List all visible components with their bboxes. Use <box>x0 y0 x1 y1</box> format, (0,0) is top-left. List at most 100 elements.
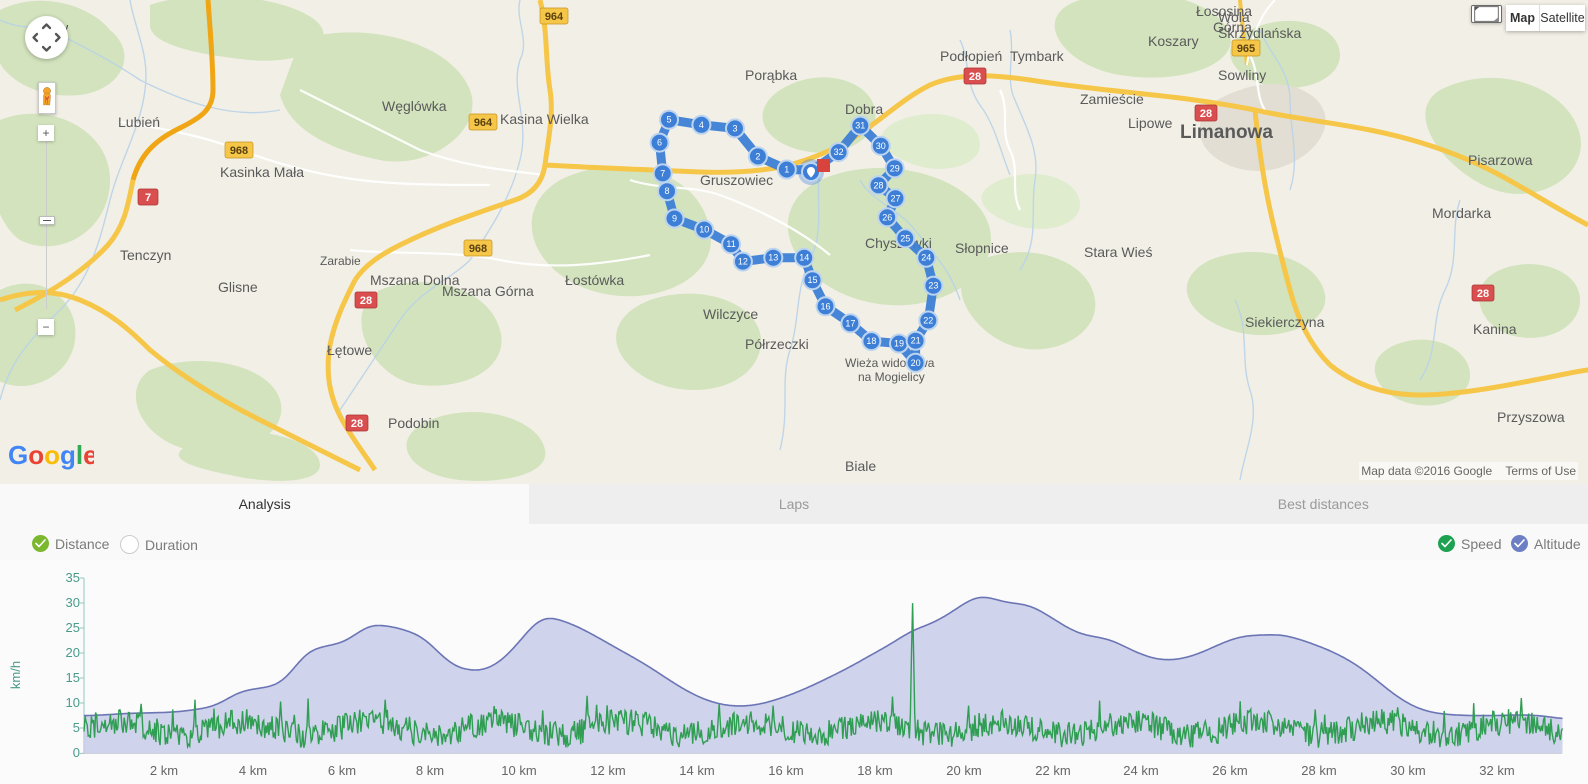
svg-text:Przyszowa: Przyszowa <box>1497 409 1565 425</box>
svg-text:28: 28 <box>1200 108 1212 120</box>
svg-text:964: 964 <box>545 11 564 23</box>
svg-text:14 km: 14 km <box>679 763 714 778</box>
svg-text:10 km: 10 km <box>501 763 536 778</box>
svg-text:Węglówka: Węglówka <box>382 98 447 114</box>
svg-text:Wilczyce: Wilczyce <box>703 306 758 322</box>
svg-text:Kasina Wielka: Kasina Wielka <box>500 111 589 127</box>
svg-text:Łętowe: Łętowe <box>327 342 372 358</box>
svg-text:964: 964 <box>474 117 493 129</box>
svg-text:5: 5 <box>666 115 671 125</box>
svg-text:25: 25 <box>900 233 910 243</box>
svg-text:30: 30 <box>876 141 886 151</box>
svg-text:16: 16 <box>820 301 830 311</box>
svg-text:Kasinka Mała: Kasinka Mała <box>220 164 304 180</box>
svg-text:26: 26 <box>882 212 892 222</box>
svg-text:28 km: 28 km <box>1301 763 1336 778</box>
svg-text:27: 27 <box>890 193 900 203</box>
svg-text:Podobin: Podobin <box>388 415 439 431</box>
svg-text:Limanowa: Limanowa <box>1180 122 1273 143</box>
svg-text:15: 15 <box>807 275 817 285</box>
svg-text:18 km: 18 km <box>857 763 892 778</box>
svg-text:8 km: 8 km <box>416 763 444 778</box>
svg-text:7: 7 <box>145 192 151 204</box>
svg-text:30: 30 <box>66 595 80 610</box>
svg-text:22 km: 22 km <box>1035 763 1070 778</box>
svg-text:32: 32 <box>834 147 844 157</box>
svg-text:28: 28 <box>360 295 372 307</box>
svg-text:31: 31 <box>855 121 865 131</box>
svg-text:Mszana Górna: Mszana Górna <box>442 283 534 299</box>
svg-text:6: 6 <box>657 138 662 148</box>
svg-text:Półrzeczki: Półrzeczki <box>745 336 809 352</box>
svg-text:10: 10 <box>699 225 709 235</box>
svg-text:10: 10 <box>66 695 80 710</box>
svg-text:30 km: 30 km <box>1390 763 1425 778</box>
svg-text:2 km: 2 km <box>150 763 178 778</box>
svg-text:Gruszowiec: Gruszowiec <box>700 172 773 188</box>
svg-text:0: 0 <box>73 745 80 760</box>
svg-text:Dobra: Dobra <box>845 101 883 117</box>
svg-text:28: 28 <box>351 418 363 430</box>
svg-text:8: 8 <box>664 186 669 196</box>
svg-text:17: 17 <box>845 318 855 328</box>
svg-text:6 km: 6 km <box>328 763 356 778</box>
svg-text:Pisarzowa: Pisarzowa <box>1468 152 1533 168</box>
svg-text:12: 12 <box>738 257 748 267</box>
svg-text:22: 22 <box>923 316 933 326</box>
svg-text:Porąbka: Porąbka <box>745 67 797 83</box>
svg-text:20 km: 20 km <box>946 763 981 778</box>
svg-text:1: 1 <box>784 165 789 175</box>
svg-text:968: 968 <box>469 243 487 255</box>
svg-text:32 km: 32 km <box>1479 763 1514 778</box>
svg-text:4 km: 4 km <box>239 763 267 778</box>
svg-text:9: 9 <box>672 214 677 224</box>
svg-text:Zarabie: Zarabie <box>320 254 361 268</box>
svg-text:25: 25 <box>66 620 80 635</box>
svg-text:Tenczyn: Tenczyn <box>120 247 171 263</box>
svg-text:Siekierczyna: Siekierczyna <box>1245 314 1325 330</box>
svg-text:968: 968 <box>230 145 248 157</box>
svg-text:7: 7 <box>660 168 665 178</box>
svg-text:13: 13 <box>768 253 778 263</box>
svg-text:965: 965 <box>1237 43 1255 55</box>
svg-text:Sowliny: Sowliny <box>1218 67 1266 83</box>
svg-text:15: 15 <box>66 670 80 685</box>
svg-text:19: 19 <box>894 339 904 349</box>
svg-text:35: 35 <box>66 570 80 585</box>
svg-text:26 km: 26 km <box>1212 763 1247 778</box>
svg-text:Biale: Biale <box>845 458 876 474</box>
svg-text:20: 20 <box>911 358 921 368</box>
svg-text:Podłopień: Podłopień <box>940 48 1002 64</box>
svg-text:Mordarka: Mordarka <box>1432 205 1491 221</box>
svg-text:24: 24 <box>921 253 931 263</box>
svg-text:20: 20 <box>66 645 80 660</box>
svg-text:Łostówka: Łostówka <box>565 272 624 288</box>
svg-text:16 km: 16 km <box>768 763 803 778</box>
svg-text:29: 29 <box>890 163 900 173</box>
svg-text:Lipowe: Lipowe <box>1128 115 1173 131</box>
svg-text:Glisne: Glisne <box>218 279 258 295</box>
svg-text:28: 28 <box>873 180 883 190</box>
svg-text:3: 3 <box>732 123 737 133</box>
svg-text:Google: Google <box>8 441 94 470</box>
svg-text:24 km: 24 km <box>1123 763 1158 778</box>
svg-text:18: 18 <box>866 336 876 346</box>
svg-text:23: 23 <box>928 281 938 291</box>
svg-text:21: 21 <box>911 336 921 346</box>
svg-text:km/h: km/h <box>8 661 23 689</box>
svg-text:Kanina: Kanina <box>1473 321 1517 337</box>
svg-text:Łososina: Łososina <box>1196 3 1252 19</box>
svg-text:Tymbark: Tymbark <box>1010 48 1065 64</box>
svg-text:2: 2 <box>755 151 760 161</box>
svg-text:4: 4 <box>699 120 704 130</box>
svg-text:12 km: 12 km <box>590 763 625 778</box>
svg-text:11: 11 <box>726 239 735 249</box>
svg-text:28: 28 <box>969 71 981 83</box>
svg-text:28: 28 <box>1477 288 1489 300</box>
svg-text:Koszary: Koszary <box>1148 33 1199 49</box>
svg-text:Zamieście: Zamieście <box>1080 91 1144 107</box>
svg-text:Stara Wieś: Stara Wieś <box>1084 244 1152 260</box>
svg-text:Górna: Górna <box>1213 19 1252 35</box>
svg-text:Słopnice: Słopnice <box>955 240 1009 256</box>
svg-text:14: 14 <box>799 253 809 263</box>
